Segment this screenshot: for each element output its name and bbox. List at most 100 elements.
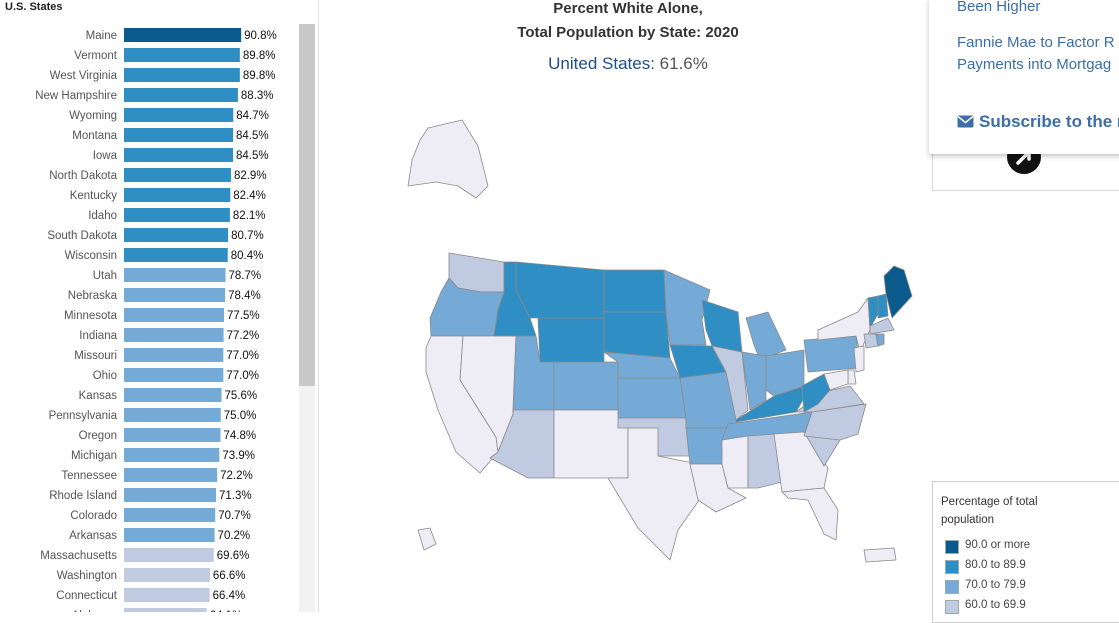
map-state-north-dakota[interactable] <box>603 269 667 313</box>
bar[interactable] <box>124 448 220 462</box>
map-state-georgia[interactable] <box>773 431 829 493</box>
article-link-fannie-mae[interactable]: Fannie Mae to Factor R <box>957 34 1115 51</box>
bar-value-label: 90.8% <box>244 30 277 42</box>
map-state-hawaii[interactable] <box>417 527 437 551</box>
bar[interactable] <box>124 288 226 302</box>
bar-value-label: 70.7% <box>218 510 251 522</box>
map-state-puerto-rico[interactable] <box>863 547 897 563</box>
article-link-fannie-mae-line2[interactable]: Payments into Mortgag <box>957 56 1112 73</box>
bar-label: Nebraska <box>68 290 118 302</box>
bar[interactable] <box>124 48 240 62</box>
map-state-wisconsin[interactable] <box>701 299 743 353</box>
bar[interactable] <box>124 468 218 482</box>
map-state-south-dakota[interactable] <box>603 311 671 359</box>
article-link-been-higher[interactable]: Been Higher <box>957 0 1041 15</box>
bar[interactable] <box>124 148 234 162</box>
bar-value-label: 78.7% <box>229 270 262 282</box>
map-state-new-mexico[interactable] <box>553 409 629 479</box>
map-state-new-jersey[interactable] <box>853 345 865 373</box>
map-state-rhode-island[interactable] <box>875 333 885 347</box>
bar-value-label: 78.4% <box>228 290 261 302</box>
map-state-west-virginia[interactable] <box>801 373 831 413</box>
bar[interactable] <box>124 268 226 282</box>
bar-value-label: 64.1% <box>210 610 243 612</box>
bar-value-label: 82.9% <box>234 170 267 182</box>
bar-label: Indiana <box>79 330 117 342</box>
map-state-kansas[interactable] <box>617 377 687 419</box>
bar[interactable] <box>124 108 234 122</box>
bar-value-label: 77.2% <box>227 330 260 342</box>
bar-value-label: 75.6% <box>225 390 258 402</box>
bar[interactable] <box>124 68 240 82</box>
bar-label: Massachusetts <box>40 550 117 562</box>
bar-label: Colorado <box>70 510 117 522</box>
bar-value-label: 82.4% <box>233 190 266 202</box>
map-state-montana[interactable] <box>515 261 605 319</box>
map-state-alabama[interactable] <box>747 433 783 489</box>
bar[interactable] <box>124 328 224 342</box>
bar[interactable] <box>124 128 234 142</box>
state-bar-chart: Maine 90.8% Vermont 89.8% West Virginia 89.8%… <box>35 28 277 612</box>
bar-label: Oregon <box>79 430 117 442</box>
map-state-maryland[interactable] <box>823 369 849 391</box>
bar[interactable] <box>124 168 231 182</box>
map-state-mississippi[interactable] <box>721 435 749 489</box>
bar-list-scrollbar-thumb[interactable] <box>299 24 315 386</box>
map-state-new-hampshire[interactable] <box>877 293 889 319</box>
bar[interactable] <box>124 588 210 602</box>
map-state-indiana[interactable] <box>741 351 767 411</box>
bar[interactable] <box>124 348 224 362</box>
bar[interactable] <box>124 228 229 242</box>
bar-label: Idaho <box>88 210 117 222</box>
bar-value-label: 77.5% <box>227 310 260 322</box>
bar[interactable] <box>124 568 210 582</box>
bar-label: Wyoming <box>69 110 117 122</box>
map-title-line-2: Total Population by State: 2020 <box>517 24 739 41</box>
us-choropleth-map <box>407 119 913 563</box>
bar[interactable] <box>124 548 214 562</box>
bar-label: Vermont <box>74 50 118 62</box>
bar[interactable] <box>124 428 221 442</box>
map-state-michigan[interactable] <box>745 311 787 361</box>
map-state-wyoming[interactable] <box>537 317 605 363</box>
bar-value-label: 66.4% <box>213 590 246 602</box>
bar-label: Wisconsin <box>65 250 117 262</box>
map-state-texas[interactable] <box>607 427 703 561</box>
map-state-minnesota[interactable] <box>663 269 711 346</box>
bar[interactable] <box>124 508 216 522</box>
map-state-connecticut[interactable] <box>863 333 879 349</box>
bar-label: Minnesota <box>64 310 118 322</box>
subscribe-link[interactable]: Subscribe to the n <box>957 112 1119 132</box>
map-state-colorado[interactable] <box>553 361 619 411</box>
bar[interactable] <box>124 488 216 502</box>
bar[interactable] <box>124 188 231 202</box>
bar[interactable] <box>124 368 224 382</box>
map-state-alaska[interactable] <box>407 119 489 199</box>
bar[interactable] <box>124 208 230 222</box>
map-state-maine[interactable] <box>883 265 913 319</box>
map-legend: Percentage of total population 90.0 or m… <box>932 481 1119 623</box>
map-state-pennsylvania[interactable] <box>803 335 861 373</box>
map-state-florida[interactable] <box>781 487 839 541</box>
legend-label: 90.0 or more <box>965 539 1031 551</box>
map-state-delaware[interactable] <box>847 369 857 385</box>
bar[interactable] <box>124 248 228 262</box>
bar[interactable] <box>124 28 242 42</box>
panel-title: U.S. States <box>5 1 63 13</box>
map-state-washington[interactable] <box>448 252 505 293</box>
bar-value-label: 69.6% <box>217 550 250 562</box>
bar[interactable] <box>124 528 215 542</box>
bar-label: Tennessee <box>61 470 117 482</box>
bar[interactable] <box>124 408 221 422</box>
bar[interactable] <box>124 388 222 402</box>
bar-label: Montana <box>72 130 117 142</box>
bar[interactable] <box>124 608 207 612</box>
bar-label: West Virginia <box>50 70 118 82</box>
map-state-illinois[interactable] <box>711 345 749 421</box>
bar-value-label: 70.2% <box>218 530 251 542</box>
bar-label: Kansas <box>79 390 118 402</box>
bar[interactable] <box>124 88 238 102</box>
map-state-massachusetts[interactable] <box>869 317 895 335</box>
bar[interactable] <box>124 308 224 322</box>
bar-label: Alabama <box>72 610 118 612</box>
